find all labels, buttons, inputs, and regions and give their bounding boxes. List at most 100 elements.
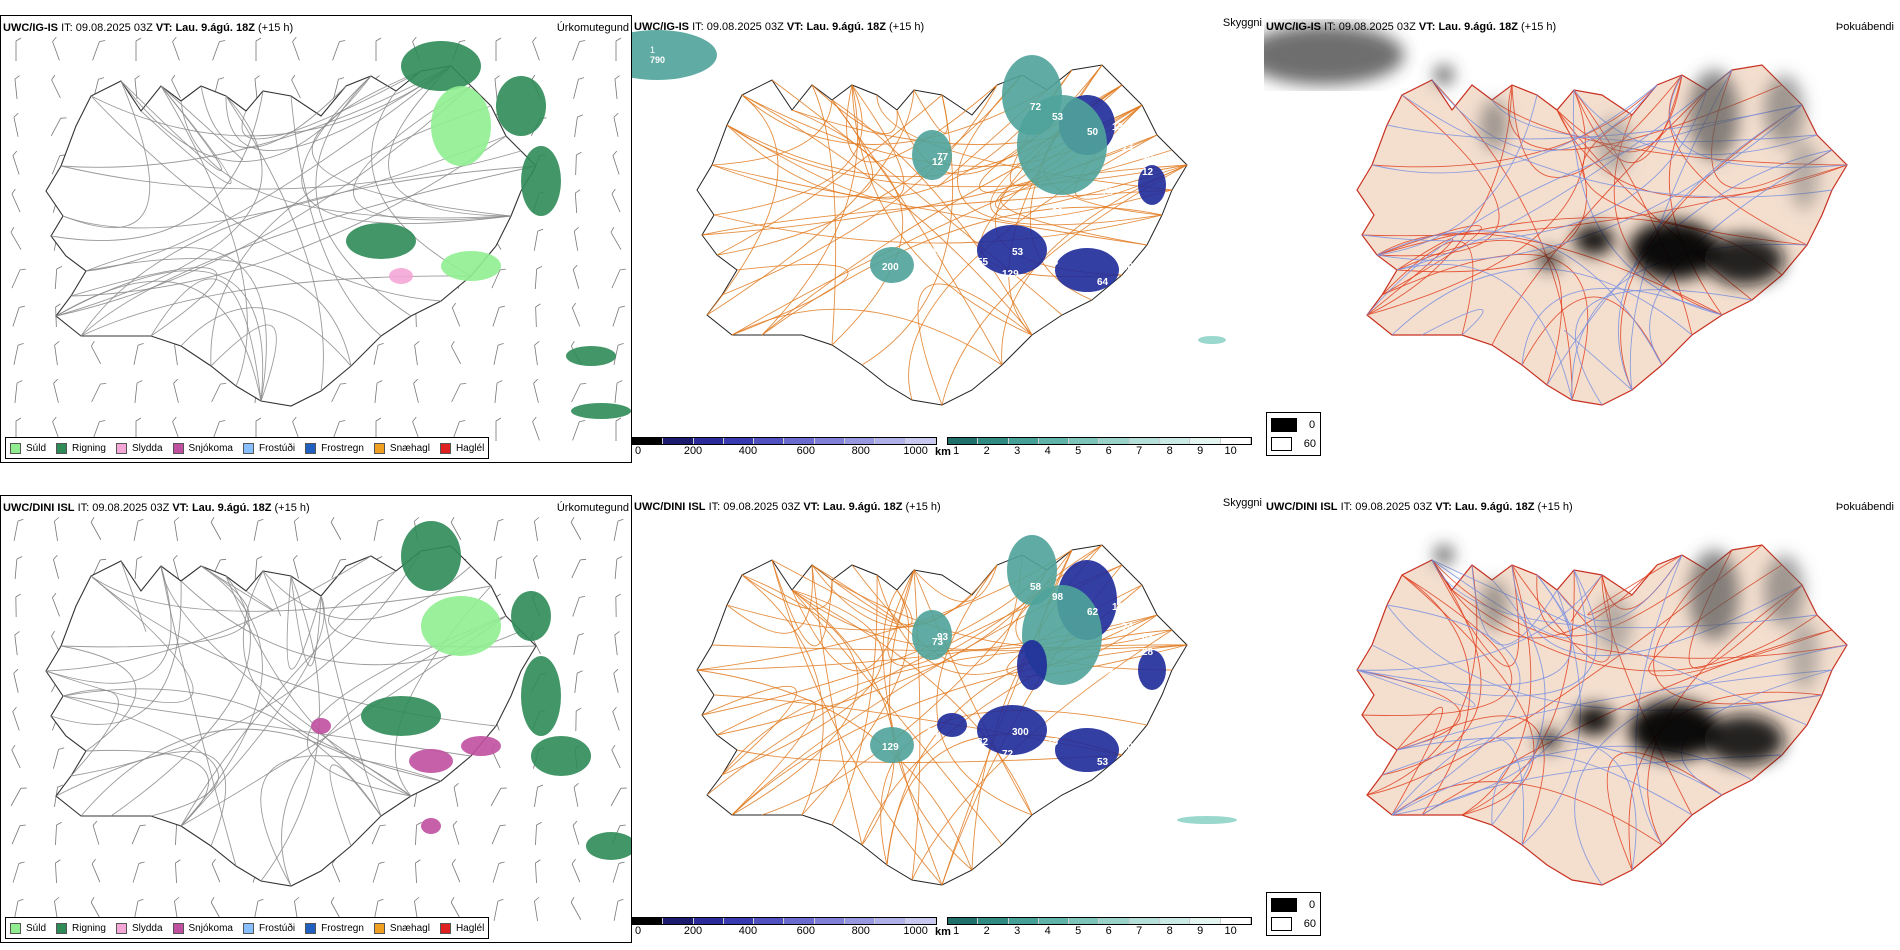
wind-barb bbox=[294, 517, 300, 541]
legend-swatch bbox=[10, 442, 21, 454]
road-line bbox=[55, 85, 472, 317]
colorbar-tick-label: 0 bbox=[635, 445, 642, 457]
road-line bbox=[80, 728, 412, 817]
wind-barb bbox=[92, 40, 106, 61]
cloud-value-label: 98 bbox=[1052, 592, 1064, 603]
colorbar-tick-label: 9 bbox=[1197, 445, 1204, 457]
wind-barb bbox=[51, 74, 61, 99]
wind-barb bbox=[92, 820, 100, 845]
wind-barb bbox=[573, 782, 579, 807]
road-line bbox=[1361, 89, 1708, 242]
road-line bbox=[371, 90, 472, 277]
wind-barb bbox=[494, 380, 503, 403]
road-line bbox=[45, 565, 172, 684]
wind-barb bbox=[570, 517, 582, 540]
wind-barb bbox=[492, 861, 505, 883]
road-line bbox=[1668, 74, 1808, 246]
wind-barb bbox=[11, 268, 26, 289]
cloud-value-label: 50 bbox=[1087, 127, 1099, 138]
road-line bbox=[1421, 309, 1484, 336]
wind-barb bbox=[534, 784, 544, 807]
legend-item: Snjókoma bbox=[172, 442, 233, 454]
wind-barb bbox=[572, 820, 580, 845]
road-line bbox=[315, 75, 412, 317]
wind-barb bbox=[330, 897, 342, 920]
colorbar-tick-label: 8 bbox=[1166, 925, 1173, 937]
road-line bbox=[286, 575, 322, 670]
precip-area bbox=[461, 736, 501, 756]
colorbar-ticks: 0 200 400 600 800 1000 bbox=[632, 445, 937, 457]
road-line bbox=[180, 565, 263, 827]
road-line bbox=[55, 95, 263, 317]
cloud-area bbox=[1017, 95, 1107, 195]
fog-legend: 0 60 bbox=[1266, 892, 1321, 936]
wind-barb bbox=[51, 154, 66, 175]
wind-barb bbox=[614, 75, 620, 99]
legend-label: Súld bbox=[26, 442, 47, 454]
road-line bbox=[1556, 74, 1683, 153]
road-line bbox=[1431, 79, 1658, 152]
wind-barb bbox=[91, 383, 107, 403]
cloud-value-label: 300 bbox=[1012, 727, 1029, 738]
road-line bbox=[716, 94, 943, 256]
wind-barb bbox=[292, 36, 300, 61]
road-line bbox=[1421, 629, 1833, 816]
colorbar-tick-label: 1000 bbox=[903, 445, 928, 457]
cloud-value-label: 1 bbox=[650, 45, 655, 55]
road-line bbox=[811, 564, 863, 846]
road-line bbox=[1391, 737, 1524, 846]
road-line bbox=[311, 70, 512, 217]
road-line bbox=[1570, 574, 1603, 622]
wind-barb bbox=[54, 517, 60, 541]
road-line bbox=[90, 575, 492, 612]
wind-barb bbox=[55, 821, 62, 846]
wind-barb bbox=[415, 821, 422, 846]
legend-label: Rigning bbox=[72, 922, 106, 934]
legend-swatch bbox=[115, 442, 127, 454]
wind-barb bbox=[574, 114, 583, 137]
road-line bbox=[1491, 754, 1693, 826]
road-line bbox=[120, 80, 222, 171]
wind-barb bbox=[373, 518, 384, 541]
legend-swatch bbox=[242, 442, 254, 454]
cloud-panel-row1: 72 53 50 13 13 40 76 93 77 12 116 55 53 129 55 56 64 200 1… bbox=[632, 15, 1264, 463]
cloud-value-label: 65 bbox=[927, 727, 939, 738]
wind-barb bbox=[612, 305, 625, 327]
cloud-area bbox=[1007, 535, 1057, 605]
wind-barb bbox=[495, 37, 502, 61]
cloud-area bbox=[912, 130, 952, 180]
wind-barb bbox=[414, 341, 420, 365]
wind-barb bbox=[211, 858, 221, 883]
legend-label: Súld bbox=[26, 922, 47, 934]
panel-corner-label: Þokuábendi bbox=[1835, 21, 1894, 33]
road-line bbox=[1015, 544, 1173, 671]
panel-title: UWC/DINI ISL IT: 09.08.2025 03Z VT: Lau.… bbox=[634, 501, 941, 513]
road-line bbox=[913, 569, 1033, 816]
colorbar-tick-label: 0 bbox=[635, 925, 642, 937]
road-line bbox=[290, 575, 322, 667]
road-line bbox=[1575, 289, 1753, 406]
cloud-area bbox=[937, 713, 967, 737]
colorbar-ticks: 1 2 3 4 5 6 7 8 9 10 bbox=[947, 445, 1252, 457]
wind-barb bbox=[572, 40, 586, 61]
panel-corner-label: Úrkomutegund bbox=[556, 502, 629, 514]
road-line bbox=[721, 589, 884, 776]
fog-field bbox=[1434, 65, 1819, 285]
legend-item: Frostúði bbox=[242, 442, 295, 454]
road-line bbox=[210, 105, 492, 367]
wind-barb bbox=[491, 824, 506, 845]
wind-barb bbox=[610, 227, 622, 250]
road-line bbox=[701, 189, 1173, 236]
cloud-area bbox=[632, 30, 717, 80]
legend-swatch bbox=[305, 922, 317, 934]
wind-barb bbox=[375, 37, 382, 61]
colorbar-unit: km bbox=[935, 926, 951, 938]
road-line bbox=[1381, 736, 1637, 871]
colorbar-tick-label: 4 bbox=[1044, 925, 1051, 937]
road-line bbox=[1356, 644, 1476, 708]
cloud-value-label: 75 bbox=[1047, 737, 1059, 748]
road-line bbox=[716, 74, 1023, 256]
iceland-coastline bbox=[45, 545, 537, 887]
road-line bbox=[1361, 164, 1848, 237]
road-line bbox=[811, 564, 913, 626]
